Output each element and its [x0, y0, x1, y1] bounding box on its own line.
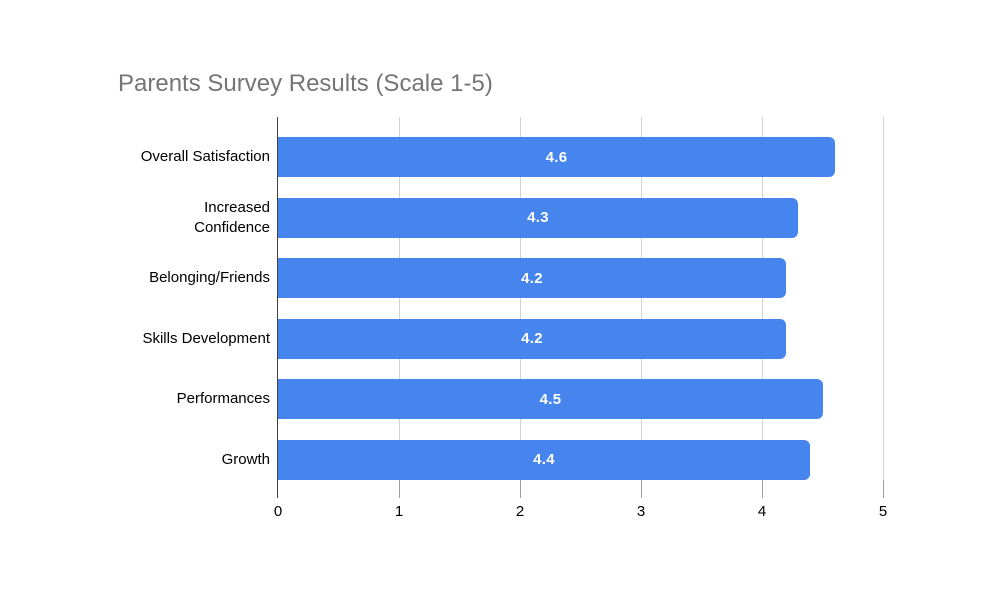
- bar-value-label: 4.3: [527, 209, 549, 226]
- category-label-2: Belonging/Friends: [149, 269, 270, 286]
- x-tick-label-3: 3: [636, 503, 646, 520]
- x-tick-mark-4: [761, 480, 763, 498]
- chart-title: Parents Survey Results (Scale 1-5): [118, 70, 493, 97]
- category-label-0: Overall Satisfaction: [140, 148, 270, 165]
- bar-value-label: 4.4: [533, 451, 555, 468]
- gridline-x-3: [640, 117, 642, 480]
- gridline-x-5: [882, 117, 884, 480]
- x-tick-label-4: 4: [757, 503, 767, 520]
- x-tick-label-5: 5: [878, 503, 888, 520]
- x-tick-label-0: 0: [273, 503, 283, 520]
- category-label-3: Skills Development: [142, 329, 270, 347]
- x-tick-label-1: 1: [394, 503, 404, 520]
- x-tick-mark-3: [640, 480, 642, 498]
- category-label-1: Increased Confidence: [194, 198, 270, 236]
- bar-value-label: 4.2: [521, 269, 543, 287]
- x-tick-mark-5: [882, 480, 884, 498]
- category-label-4: Performances: [176, 390, 270, 407]
- gridline-x-1: [398, 117, 400, 480]
- y-axis-line: [277, 117, 278, 498]
- bar-1: 4.3: [278, 197, 798, 238]
- gridline-x-2: [519, 117, 521, 480]
- bar-4: 4.5: [278, 379, 823, 419]
- x-tick-mark-1: [398, 480, 400, 498]
- bar-value-label: 4.2: [521, 330, 543, 347]
- category-label-5: Growth: [221, 450, 270, 468]
- bar-0: 4.6: [278, 137, 835, 177]
- x-tick-mark-2: [519, 480, 521, 498]
- bar-2: 4.2: [278, 258, 786, 298]
- gridline-x-4: [761, 117, 763, 480]
- bar-3: 4.2: [278, 318, 786, 359]
- plot-area: 4.6 4.3 4.2 4.2 4.5 4.4: [278, 117, 908, 480]
- x-tick-label-2: 2: [515, 503, 525, 520]
- bar-5: 4.4: [278, 439, 810, 480]
- bar-value-label: 4.6: [545, 148, 568, 166]
- bar-value-label: 4.5: [539, 390, 562, 408]
